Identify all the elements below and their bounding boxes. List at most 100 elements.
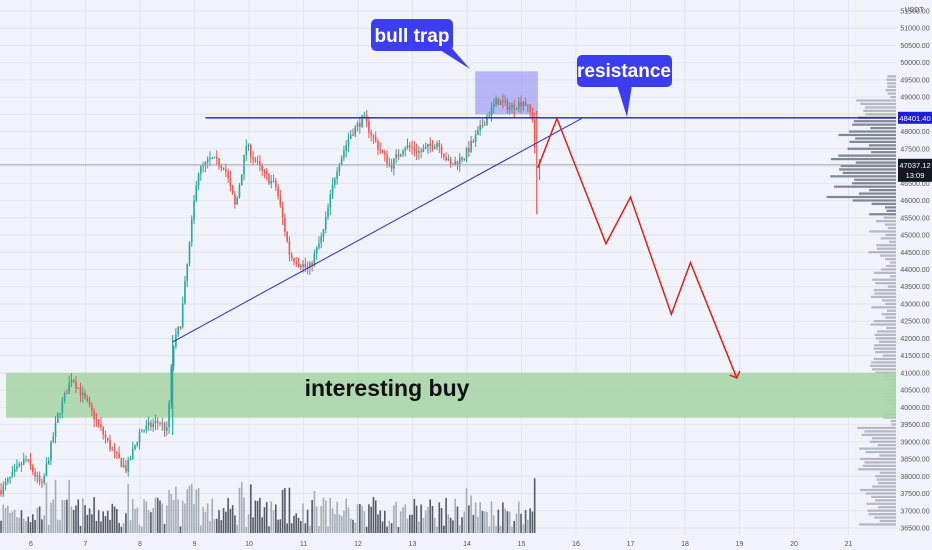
time-axis[interactable]: 6 7 8 9 10 11 12 13 14 15 16 17 18 19 20 21	[0, 535, 932, 550]
candle-body	[413, 148, 416, 151]
candle-body	[511, 104, 513, 107]
volume-bar	[70, 506, 73, 533]
candle-body	[247, 144, 250, 147]
candle-body	[345, 144, 347, 151]
candle-body	[265, 171, 268, 175]
volume-profile-bar	[859, 447, 896, 450]
volume-bar	[165, 505, 168, 533]
volume-profile-bar	[879, 254, 896, 257]
candle-body	[186, 263, 189, 282]
volume-bar	[517, 501, 520, 533]
volume-profile-bar	[871, 361, 896, 364]
volume-profile-bar	[869, 213, 896, 216]
volume-bar	[270, 501, 273, 533]
candle-body	[2, 485, 5, 495]
time-tick-label: 16	[572, 541, 580, 548]
volume-bar	[236, 524, 238, 533]
candle-body	[433, 147, 436, 149]
volume-bar	[499, 525, 502, 533]
volume-bar	[422, 518, 425, 533]
volume-bar	[472, 514, 475, 533]
volume-bar	[447, 514, 450, 533]
candle-body	[7, 478, 9, 483]
candle-body	[156, 421, 159, 423]
volume-profile-bar	[875, 220, 896, 223]
volume-profile-bar	[887, 75, 896, 78]
volume-profile-bar	[889, 261, 896, 264]
volume-profile-bar	[887, 92, 896, 95]
volume-bar	[265, 502, 268, 533]
volume-profile-bar	[874, 499, 896, 502]
candle-body	[41, 481, 43, 483]
candle-body	[150, 422, 152, 427]
volume-bar	[143, 499, 145, 533]
candle-body	[320, 236, 323, 244]
time-tick-label: 20	[790, 541, 798, 548]
volume-bar	[306, 509, 309, 533]
volume-profile-bar	[866, 502, 896, 505]
candle-body	[299, 265, 302, 267]
price-tick-label: 44500.00	[900, 250, 929, 257]
volume-bar	[272, 510, 275, 533]
time-tick-label: 18	[681, 541, 689, 548]
candle-body	[359, 122, 361, 127]
volume-profile-bar	[855, 137, 896, 140]
volume-profile-bar	[879, 519, 896, 523]
volume-bar	[290, 523, 293, 533]
candle-body	[77, 387, 80, 389]
volume-bar	[474, 502, 477, 533]
candle-body	[318, 243, 320, 248]
candle-body	[386, 154, 388, 164]
candle-body	[215, 156, 218, 159]
candle-body	[229, 178, 232, 187]
volume-bar	[293, 515, 295, 533]
volume-bar	[340, 515, 343, 533]
price-tick-label: 51000.00	[900, 26, 929, 33]
candle-body	[468, 147, 470, 152]
volume-bar	[504, 508, 506, 533]
candle-body	[131, 448, 134, 459]
candle-body	[486, 116, 488, 125]
volume-bar	[286, 523, 288, 533]
volume-profile-bar	[887, 82, 896, 85]
candle-body	[81, 392, 84, 396]
candle-body	[141, 431, 143, 433]
volume-bar	[27, 516, 30, 533]
candle-body	[218, 158, 220, 167]
volume-bar	[220, 520, 223, 533]
volume-bar	[486, 512, 488, 533]
volume-profile-bar	[882, 354, 896, 357]
volume-bar	[93, 497, 95, 533]
volume-bar	[240, 481, 243, 533]
candle-body	[197, 173, 200, 186]
volume-bar	[100, 521, 102, 533]
volume-profile-bar	[871, 202, 896, 206]
candle-body	[281, 205, 284, 218]
volume-bar	[127, 483, 129, 533]
volume-bar	[334, 514, 336, 533]
candle-body	[406, 145, 409, 149]
bull-trap-callout-box	[371, 19, 453, 51]
volume-bar	[277, 519, 279, 533]
volume-bar	[311, 500, 313, 533]
volume-bar	[106, 510, 109, 533]
candle-body	[309, 263, 311, 268]
volume-bar	[111, 503, 114, 533]
volume-bar	[363, 511, 366, 533]
candle-body	[370, 132, 372, 136]
resistance-callout-pointer	[617, 85, 632, 117]
volume-bar	[490, 501, 493, 533]
candle-body	[372, 135, 375, 137]
candle-body	[236, 197, 238, 205]
candle-body	[354, 126, 357, 136]
price-axis[interactable]: 36500.00 37000.00 37500.00 38000.00 38500.00…	[896, 0, 932, 550]
candle-body	[211, 157, 214, 159]
volume-profile-bar	[887, 226, 896, 230]
volume-bar	[56, 519, 59, 533]
volume-bar	[59, 520, 61, 533]
bull-trap-callout: bull trap	[371, 19, 470, 69]
volume-profile-bar	[865, 113, 896, 116]
volume-bar	[399, 511, 402, 533]
volume-profile-bar	[863, 109, 896, 112]
